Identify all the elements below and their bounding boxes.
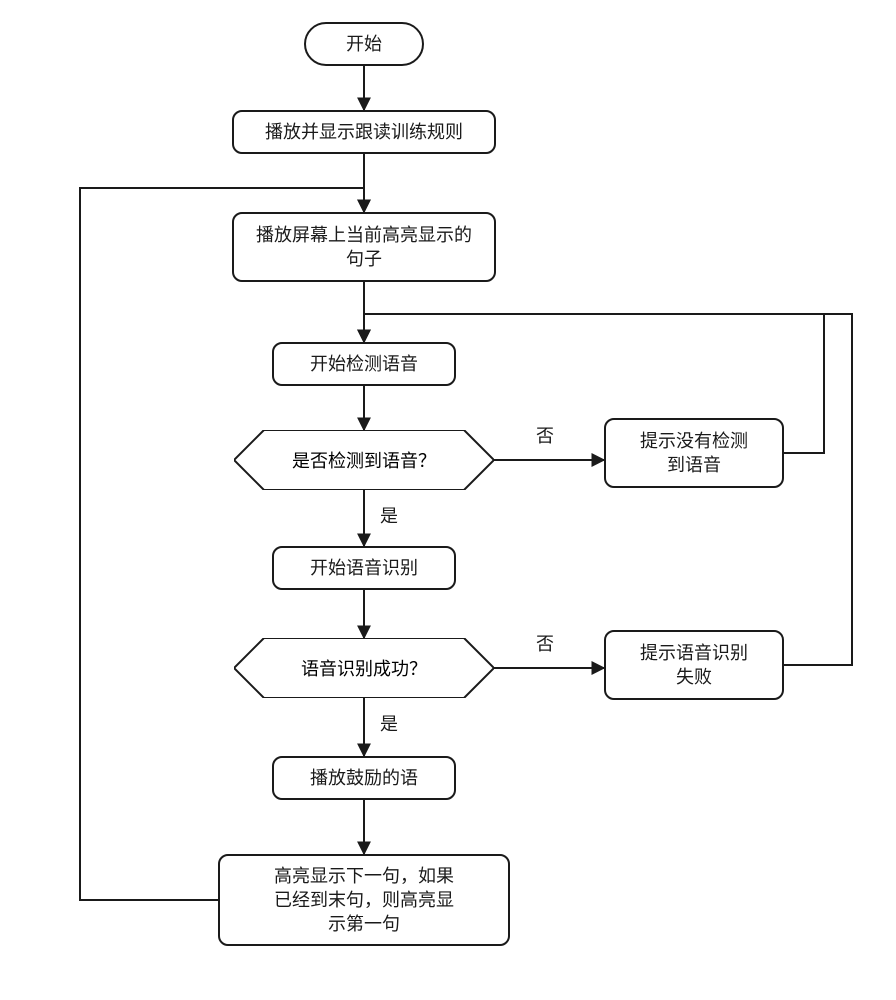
edge-label-yes-1: 是: [380, 502, 398, 528]
node-label: 播放并显示跟读训练规则: [265, 120, 463, 144]
node-process-rules: 播放并显示跟读训练规则: [232, 110, 496, 154]
node-process-no-voice: 提示没有检测到语音: [604, 418, 784, 488]
node-process-recognize: 开始语音识别: [272, 546, 456, 590]
node-start: 开始: [304, 22, 424, 66]
edge-label-no-2: 否: [536, 630, 554, 656]
flowchart-canvas: 开始 播放并显示跟读训练规则 播放屏幕上当前高亮显示的句子 开始检测语音 是否检…: [0, 0, 896, 1000]
node-process-encourage: 播放鼓励的语: [272, 756, 456, 800]
node-label: 提示没有检测到语音: [640, 429, 748, 478]
node-label: 语音识别成功？: [301, 655, 427, 681]
edge-label-no-1: 否: [536, 422, 554, 448]
node-label: 开始语音识别: [310, 556, 418, 580]
node-label: 开始: [346, 32, 382, 56]
edge-label-yes-2: 是: [380, 710, 398, 736]
node-label: 播放屏幕上当前高亮显示的句子: [256, 223, 472, 272]
node-label: 播放鼓励的语: [310, 766, 418, 790]
node-label: 高亮显示下一句，如果已经到末句，则高亮显示第一句: [274, 864, 454, 937]
node-label: 开始检测语音: [310, 352, 418, 376]
node-process-detect: 开始检测语音: [272, 342, 456, 386]
node-process-fail: 提示语音识别失败: [604, 630, 784, 700]
node-process-next: 高亮显示下一句，如果已经到末句，则高亮显示第一句: [218, 854, 510, 946]
node-label: 是否检测到语音？: [292, 447, 436, 473]
node-decision-success: 语音识别成功？: [234, 638, 494, 698]
node-decision-voice: 是否检测到语音？: [234, 430, 494, 490]
node-process-play: 播放屏幕上当前高亮显示的句子: [232, 212, 496, 282]
node-label: 提示语音识别失败: [640, 641, 748, 690]
